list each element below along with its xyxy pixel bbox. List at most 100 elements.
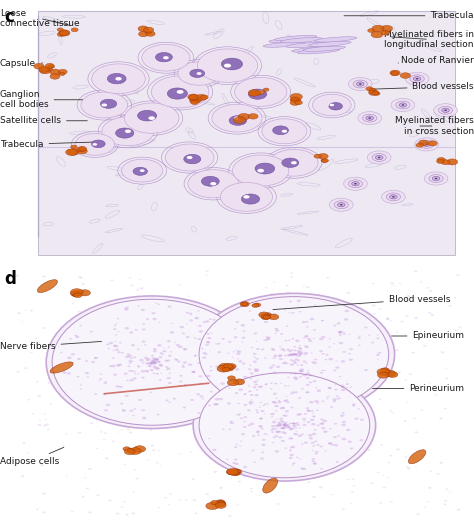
Circle shape bbox=[348, 440, 352, 443]
Circle shape bbox=[338, 334, 342, 336]
Circle shape bbox=[369, 88, 376, 92]
Circle shape bbox=[379, 502, 382, 504]
Circle shape bbox=[334, 423, 337, 425]
Circle shape bbox=[428, 487, 431, 489]
Circle shape bbox=[293, 346, 296, 348]
Circle shape bbox=[121, 352, 124, 354]
Circle shape bbox=[237, 403, 240, 404]
Circle shape bbox=[224, 64, 231, 68]
Text: d: d bbox=[5, 270, 17, 288]
Circle shape bbox=[57, 28, 64, 32]
Circle shape bbox=[321, 320, 324, 321]
Circle shape bbox=[174, 342, 176, 343]
Circle shape bbox=[278, 431, 282, 433]
Circle shape bbox=[369, 90, 379, 96]
Circle shape bbox=[302, 424, 306, 426]
Circle shape bbox=[255, 410, 258, 411]
Circle shape bbox=[260, 410, 264, 412]
Circle shape bbox=[314, 400, 319, 402]
Circle shape bbox=[250, 378, 252, 380]
Circle shape bbox=[256, 348, 260, 350]
Circle shape bbox=[238, 360, 242, 362]
Circle shape bbox=[262, 119, 307, 144]
Circle shape bbox=[313, 416, 316, 417]
Circle shape bbox=[229, 116, 246, 125]
Circle shape bbox=[227, 402, 231, 405]
Circle shape bbox=[273, 281, 275, 282]
Circle shape bbox=[283, 422, 288, 424]
Circle shape bbox=[301, 468, 306, 470]
Circle shape bbox=[275, 410, 277, 412]
Circle shape bbox=[116, 512, 119, 514]
Circle shape bbox=[292, 353, 297, 355]
Circle shape bbox=[197, 362, 201, 364]
Circle shape bbox=[128, 365, 130, 367]
Circle shape bbox=[206, 275, 208, 276]
Circle shape bbox=[243, 379, 246, 380]
Circle shape bbox=[134, 373, 137, 374]
Circle shape bbox=[106, 343, 109, 345]
Circle shape bbox=[113, 374, 117, 376]
Circle shape bbox=[91, 361, 95, 363]
Circle shape bbox=[150, 445, 154, 447]
Circle shape bbox=[358, 335, 361, 337]
Circle shape bbox=[210, 391, 213, 393]
Circle shape bbox=[316, 444, 319, 446]
Text: Myelinated fibers
in cross section: Myelinated fibers in cross section bbox=[395, 117, 474, 135]
Circle shape bbox=[406, 466, 409, 468]
Text: Epineurium: Epineurium bbox=[392, 331, 465, 341]
Circle shape bbox=[208, 405, 211, 406]
Circle shape bbox=[127, 428, 130, 430]
Circle shape bbox=[120, 403, 124, 405]
Ellipse shape bbox=[199, 373, 370, 478]
Circle shape bbox=[295, 430, 297, 432]
Circle shape bbox=[195, 318, 197, 319]
Circle shape bbox=[321, 423, 324, 424]
Circle shape bbox=[215, 403, 219, 405]
Circle shape bbox=[255, 341, 257, 342]
Circle shape bbox=[253, 361, 257, 363]
Circle shape bbox=[290, 393, 292, 395]
Circle shape bbox=[209, 318, 212, 320]
Circle shape bbox=[434, 104, 457, 117]
Circle shape bbox=[299, 345, 301, 346]
Circle shape bbox=[194, 512, 198, 514]
Circle shape bbox=[299, 355, 301, 356]
Circle shape bbox=[141, 309, 145, 311]
Circle shape bbox=[153, 318, 157, 320]
Circle shape bbox=[290, 100, 300, 106]
Circle shape bbox=[430, 314, 434, 316]
Circle shape bbox=[57, 32, 65, 37]
Circle shape bbox=[310, 353, 312, 354]
Circle shape bbox=[153, 350, 157, 352]
Circle shape bbox=[419, 140, 428, 145]
Circle shape bbox=[304, 335, 308, 338]
Circle shape bbox=[456, 274, 459, 276]
Circle shape bbox=[137, 373, 140, 374]
Circle shape bbox=[339, 376, 341, 377]
Circle shape bbox=[329, 198, 353, 211]
Circle shape bbox=[368, 117, 371, 119]
Circle shape bbox=[310, 410, 314, 412]
Circle shape bbox=[327, 277, 329, 278]
Circle shape bbox=[404, 420, 407, 422]
Circle shape bbox=[430, 470, 432, 472]
Circle shape bbox=[139, 279, 141, 280]
Circle shape bbox=[437, 158, 446, 162]
Circle shape bbox=[298, 397, 301, 399]
Circle shape bbox=[296, 424, 300, 426]
Circle shape bbox=[236, 350, 237, 351]
Circle shape bbox=[377, 359, 379, 360]
Circle shape bbox=[146, 360, 149, 361]
Circle shape bbox=[90, 423, 93, 424]
Circle shape bbox=[86, 488, 89, 489]
Circle shape bbox=[299, 376, 302, 378]
Circle shape bbox=[129, 410, 133, 412]
Circle shape bbox=[44, 414, 46, 415]
Circle shape bbox=[334, 388, 337, 391]
Circle shape bbox=[309, 374, 312, 376]
Circle shape bbox=[42, 492, 46, 495]
Circle shape bbox=[67, 372, 71, 374]
Circle shape bbox=[39, 67, 49, 72]
Circle shape bbox=[92, 143, 97, 145]
